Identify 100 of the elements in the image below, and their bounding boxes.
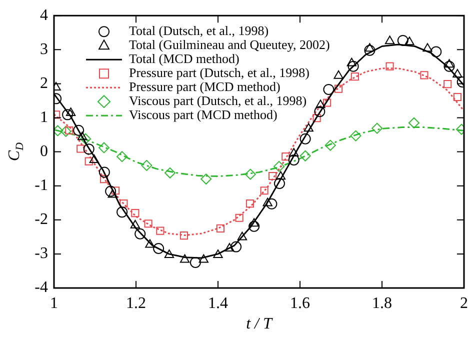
y-tick-label: -1 (34, 177, 48, 194)
x-tick-label: 2 (460, 294, 468, 312)
point (200, 174, 212, 185)
point (144, 220, 152, 228)
point (404, 36, 414, 46)
point (108, 189, 118, 198)
point (213, 249, 223, 258)
point (300, 133, 311, 144)
point (384, 36, 395, 44)
point (164, 249, 174, 258)
point (116, 206, 128, 218)
point (141, 160, 152, 171)
legend-label: Viscous part (Dutsch, et al., 1998) (129, 93, 307, 108)
point (300, 150, 311, 162)
point (73, 124, 84, 136)
x-tick-label: 1.6 (290, 294, 310, 312)
point (180, 232, 188, 240)
point (282, 152, 290, 161)
y-tick-label: 2 (40, 74, 48, 92)
point (323, 84, 334, 95)
point (105, 186, 116, 197)
y-tick-label: -3 (34, 245, 48, 262)
point (198, 254, 208, 263)
point (77, 132, 88, 140)
legend-label: Pressure part (Dutsch, et al., 1998) (129, 65, 310, 80)
point (348, 60, 359, 72)
point (324, 140, 336, 151)
point (452, 69, 462, 78)
y-axis-title: CD (6, 142, 26, 162)
y-tick-label: -2 (34, 211, 48, 228)
point (268, 172, 277, 180)
point (312, 114, 321, 122)
point (444, 59, 454, 68)
legend-label: Total (MCD method) (129, 51, 240, 66)
point (134, 228, 146, 240)
point (334, 84, 343, 93)
point (80, 133, 92, 144)
point (83, 144, 94, 155)
point (364, 44, 376, 56)
legend-label: Total (Guilmineau and Queutey, 2002) (129, 37, 330, 52)
point (145, 239, 155, 248)
point (323, 98, 332, 107)
legend-label: Viscous part (MCD method) (129, 107, 278, 122)
point (120, 200, 128, 208)
point (89, 154, 100, 163)
point (430, 46, 442, 58)
point (350, 130, 362, 142)
point (100, 175, 108, 184)
point (130, 220, 140, 228)
point (304, 123, 314, 132)
x-tick-label: 1.4 (208, 294, 228, 312)
point (444, 80, 452, 88)
point (274, 160, 285, 172)
point (111, 186, 120, 195)
y-tick-label: -4 (34, 279, 48, 296)
point (397, 34, 408, 46)
legend-label: Pressure part (MCD method) (129, 79, 280, 94)
y-tick-label: 4 (40, 6, 48, 24)
point (216, 224, 224, 232)
legend-label: Total (Dutsch, et al., 1998) (129, 23, 269, 38)
y-tick-label: 1 (40, 108, 48, 126)
point (84, 157, 93, 166)
x-axis-title: t / T (246, 316, 273, 333)
x-tick-label: 1.2 (126, 294, 146, 312)
point (131, 209, 140, 218)
point (422, 43, 432, 52)
point (334, 70, 344, 79)
point (262, 198, 272, 206)
point (420, 71, 428, 80)
point (350, 72, 359, 81)
y-tick-label: 0 (40, 143, 48, 160)
point (66, 107, 76, 116)
point (98, 142, 110, 154)
point (156, 226, 164, 235)
point (274, 178, 285, 189)
point (153, 243, 164, 254)
point (62, 109, 74, 120)
point (266, 198, 278, 210)
point (180, 254, 190, 263)
point (372, 122, 383, 134)
point (453, 92, 462, 102)
point (314, 106, 326, 118)
point (316, 100, 326, 108)
point (246, 200, 254, 208)
point (237, 232, 248, 240)
x-tick-label: 1.8 (372, 294, 392, 312)
point (244, 168, 256, 180)
point (260, 186, 268, 195)
point (164, 167, 176, 178)
point (60, 126, 72, 137)
point (346, 58, 356, 66)
point (276, 171, 286, 180)
point (76, 144, 85, 153)
point (386, 62, 394, 70)
point (235, 214, 244, 222)
point (249, 218, 259, 227)
y-tick-label: 3 (40, 40, 48, 58)
point (224, 243, 234, 252)
point (98, 166, 110, 178)
point (444, 60, 455, 72)
